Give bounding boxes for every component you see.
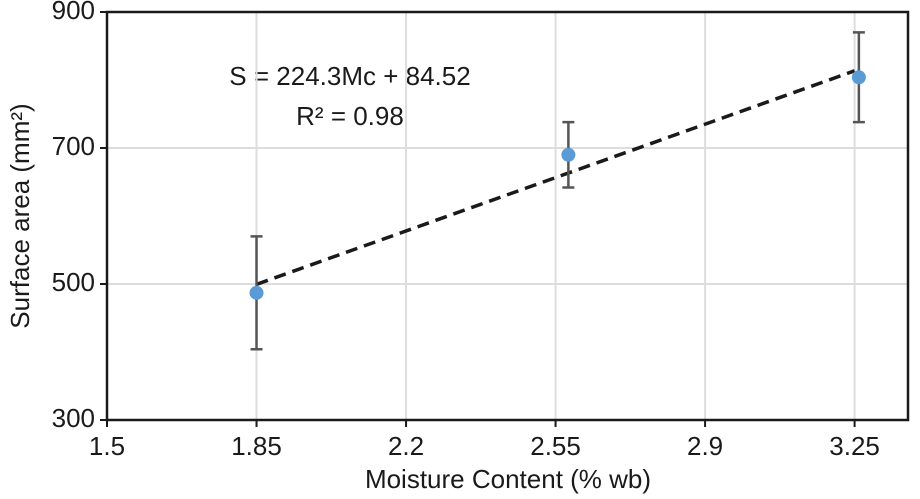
point xyxy=(561,147,576,162)
x-tick-label: 2.2 xyxy=(388,431,424,461)
x-axis-label: Moisture Content (% wb) xyxy=(365,464,651,494)
point xyxy=(851,70,866,85)
y-tick-label: 500 xyxy=(52,267,95,297)
x-tick-label: 1.5 xyxy=(89,431,125,461)
equation: S = 224.3Mc + 84.52 xyxy=(229,61,470,91)
point xyxy=(249,285,264,300)
plot-frame xyxy=(105,10,910,422)
fit-line xyxy=(255,69,856,286)
x-tick-label: 2.9 xyxy=(687,431,723,461)
r-squared: R² = 0.98 xyxy=(296,101,404,131)
y-tick-label: 700 xyxy=(52,131,95,161)
y-tick-label: 300 xyxy=(52,403,95,433)
x-tick-label: 1.85 xyxy=(231,431,282,461)
y-axis-label: Surface area (mm²) xyxy=(5,103,35,328)
y-tick-label: 900 xyxy=(52,0,95,25)
x-tick-label: 3.25 xyxy=(829,431,880,461)
x-tick-label: 2.55 xyxy=(530,431,581,461)
